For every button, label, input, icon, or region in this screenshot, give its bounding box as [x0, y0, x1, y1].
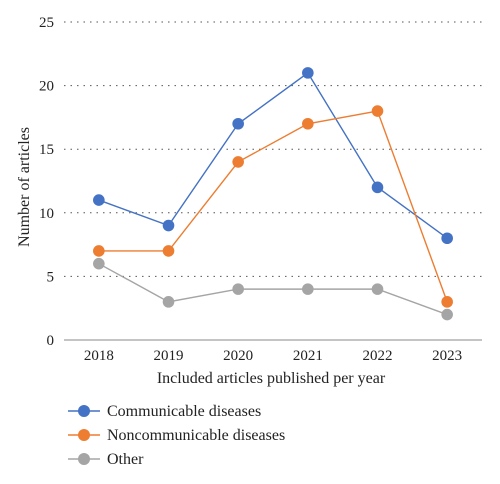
series-line [98, 71, 448, 239]
x-tick-label: 2019 [154, 348, 184, 364]
legend-marker [78, 429, 90, 441]
data-point [232, 283, 244, 295]
y-tick-label: 15 [39, 142, 54, 158]
data-point [302, 67, 314, 79]
data-point [93, 257, 105, 270]
series-line [98, 110, 448, 303]
legend-label: Noncommunicable diseases [107, 427, 285, 444]
series-line [98, 263, 448, 316]
series-1 [93, 105, 453, 308]
x-tick-label: 2022 [363, 348, 393, 364]
legend: Communicable diseases Noncommunicable dis… [68, 403, 285, 468]
legend-item: Communicable diseases [68, 403, 261, 420]
series-2 [93, 257, 453, 321]
x-tick-label: 2021 [293, 348, 323, 364]
data-point [162, 296, 175, 308]
data-point [162, 219, 175, 232]
legend-label: Other [107, 451, 144, 468]
data-point [302, 117, 314, 130]
data-point [371, 105, 384, 117]
legend-item: Noncommunicable diseases [68, 427, 285, 444]
series-0 [93, 67, 453, 245]
legend-marker [78, 405, 90, 417]
data-point [93, 245, 105, 257]
x-axis-title: Included articles published per year [157, 370, 386, 387]
legend-item: Other [68, 451, 144, 468]
series-group [93, 67, 453, 321]
legend-label: Communicable diseases [107, 403, 261, 420]
y-axis-title: Number of articles [16, 127, 33, 247]
x-tick-label: 2023 [432, 348, 462, 364]
x-tick-labels: 2018 2019 2020 2021 2022 2023 [84, 348, 462, 364]
data-point [302, 283, 314, 295]
data-point [441, 232, 453, 245]
y-tick-label: 5 [47, 269, 55, 285]
data-point [441, 296, 453, 308]
y-tick-label: 25 [39, 15, 54, 31]
data-point [371, 181, 384, 194]
x-tick-label: 2020 [223, 348, 253, 364]
legend-marker [78, 453, 90, 465]
data-point [371, 283, 384, 295]
data-point [232, 156, 244, 168]
y-tick-label: 10 [39, 206, 54, 222]
data-point [441, 308, 453, 321]
gridlines [64, 21, 482, 277]
y-tick-label: 20 [39, 79, 54, 95]
data-point [93, 194, 105, 206]
y-tick-labels: 0 5 10 15 20 25 [39, 15, 54, 349]
x-tick-label: 2018 [84, 348, 114, 364]
data-point [232, 117, 244, 130]
data-point [162, 245, 175, 257]
y-tick-label: 0 [47, 333, 55, 349]
